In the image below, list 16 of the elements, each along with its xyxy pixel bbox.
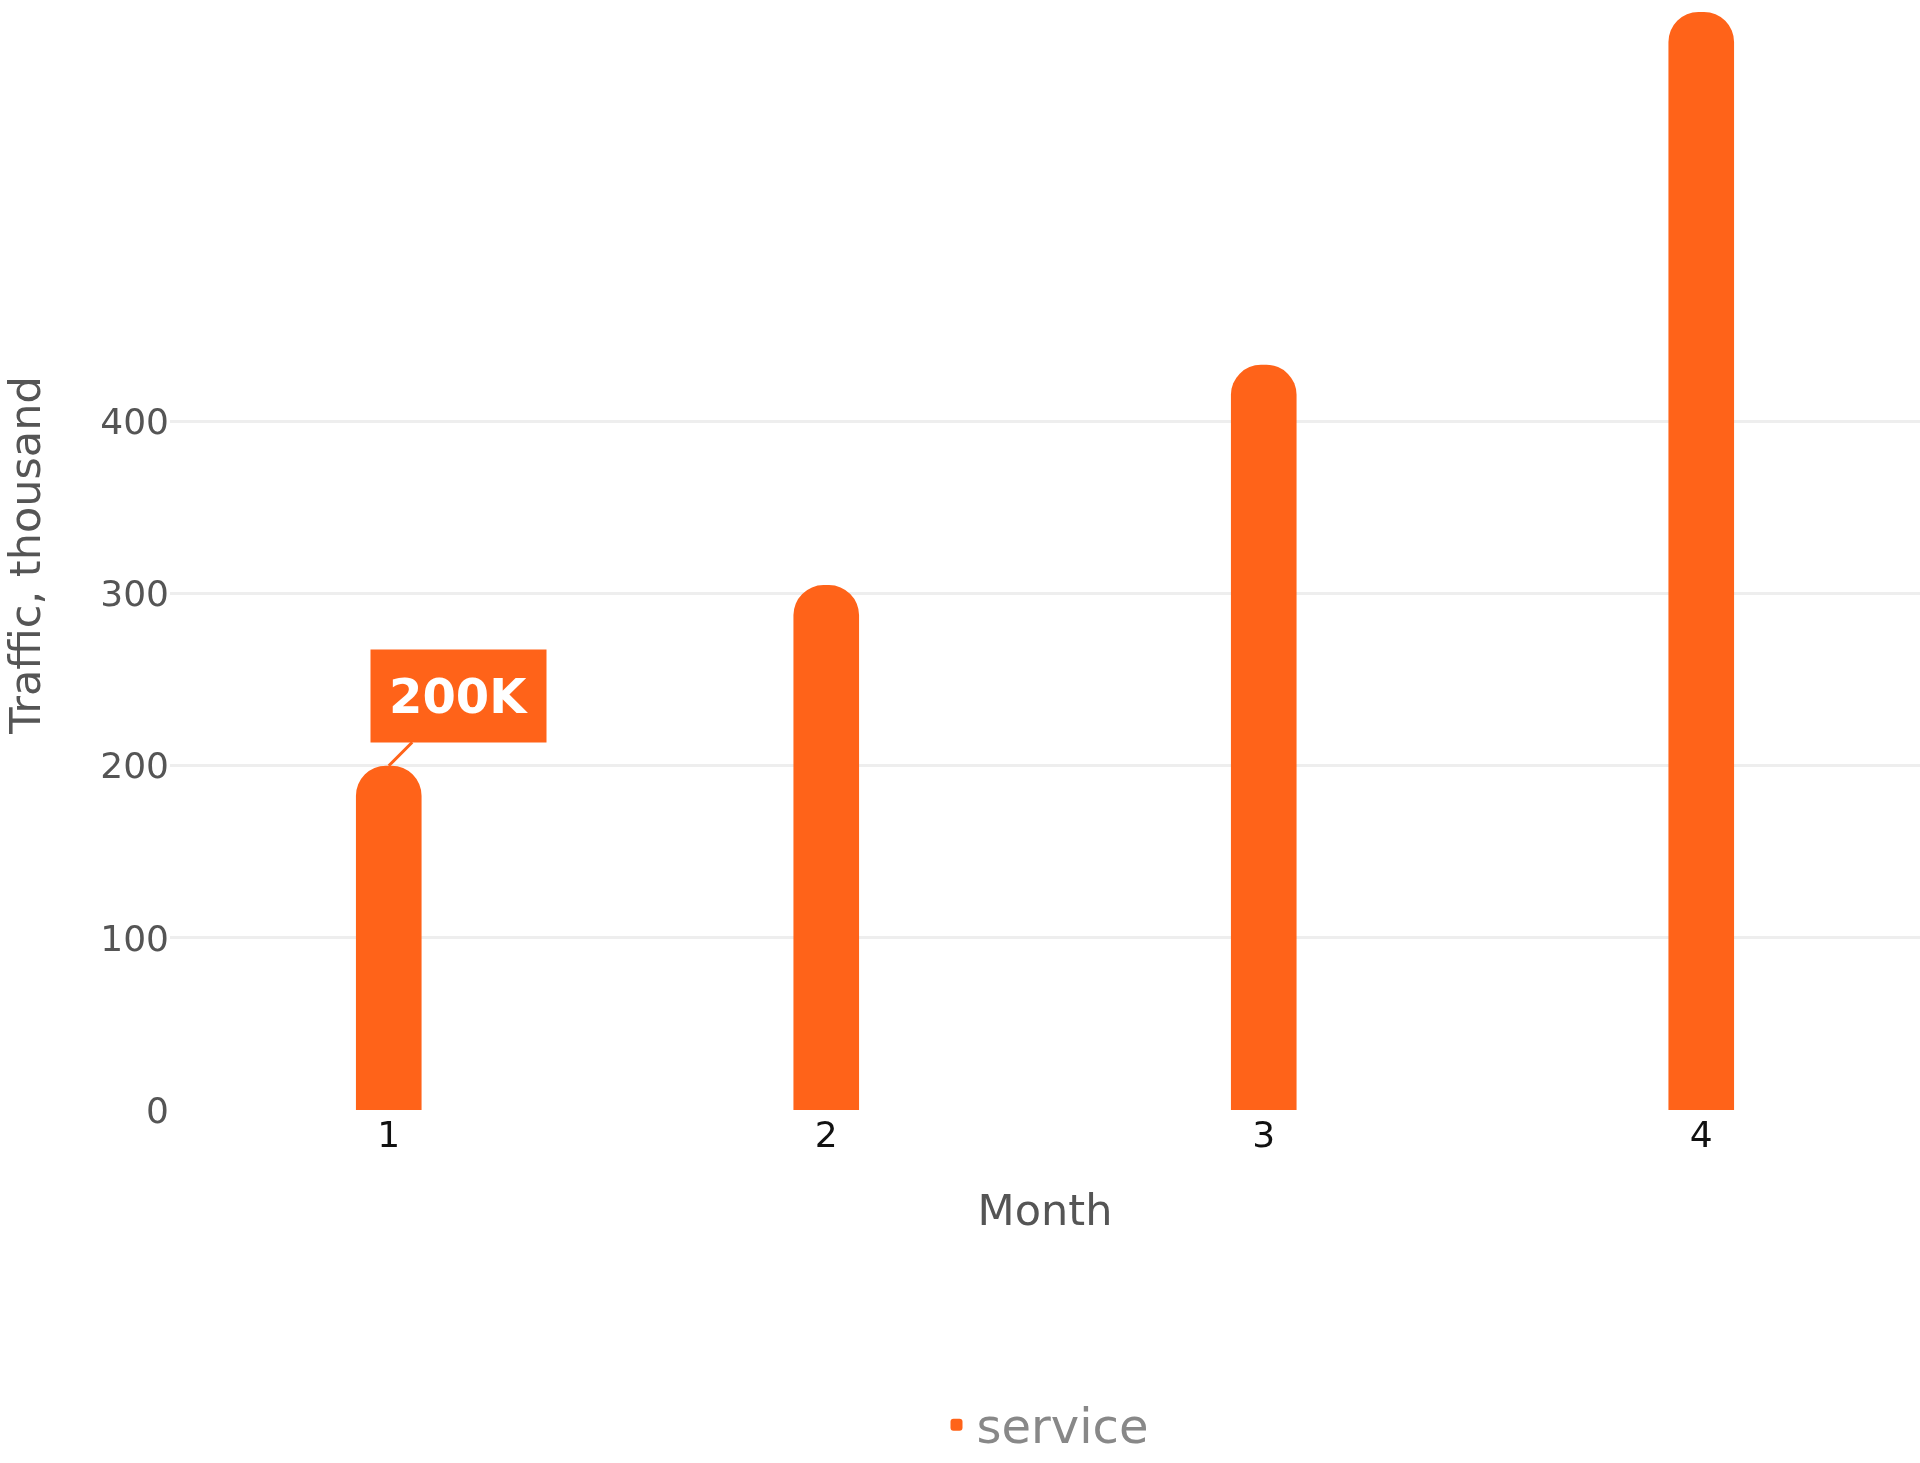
x-tick-label: 3 [1252,1114,1276,1155]
legend-label: service [976,1398,1149,1455]
y-axis-title: Traffic, thousand [0,376,50,735]
x-tick-label: 1 [377,1114,401,1155]
x-tick-label: 2 [814,1114,838,1155]
bar [1668,12,1735,1110]
y-tick-label: 100 [100,917,169,959]
y-tick-label: 300 [100,573,169,615]
y-tick-label: 400 [100,401,169,443]
y-tick-label: 0 [146,1089,169,1131]
y-tick-label: 200 [100,745,169,787]
x-tick-label: 4 [1689,1114,1713,1155]
x-axis-title: Month [977,1184,1113,1235]
bar [1230,364,1297,1110]
bar [793,585,860,1110]
annotation: 200K [389,668,529,724]
